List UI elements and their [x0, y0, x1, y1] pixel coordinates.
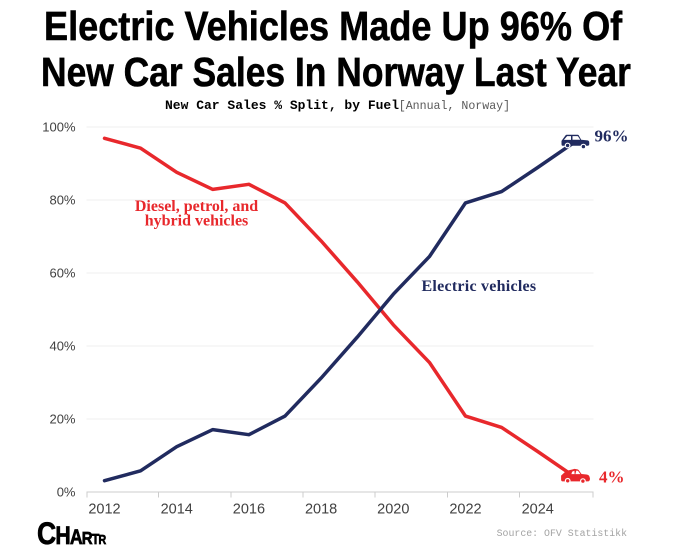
- svg-text:2014: 2014: [161, 502, 193, 518]
- svg-text:Electric vehicles: Electric vehicles: [422, 278, 537, 295]
- svg-text:96%: 96%: [595, 127, 629, 146]
- svg-text:2012: 2012: [88, 502, 120, 518]
- svg-text:20%: 20%: [49, 412, 75, 427]
- svg-text:2016: 2016: [233, 502, 265, 518]
- svg-text:80%: 80%: [49, 193, 75, 208]
- svg-text:40%: 40%: [49, 339, 75, 354]
- svg-text:60%: 60%: [49, 266, 75, 281]
- svg-text:hybrid vehicles: hybrid vehicles: [145, 213, 249, 230]
- svg-text:2018: 2018: [305, 502, 337, 518]
- svg-text:2020: 2020: [377, 502, 409, 518]
- svg-text:4%: 4%: [599, 468, 625, 487]
- svg-text:0%: 0%: [57, 485, 76, 500]
- svg-text:100%: 100%: [42, 120, 76, 135]
- svg-text:2022: 2022: [449, 502, 481, 518]
- svg-text:2024: 2024: [522, 502, 554, 518]
- svg-text:Diesel, petrol, and: Diesel, petrol, and: [135, 198, 258, 215]
